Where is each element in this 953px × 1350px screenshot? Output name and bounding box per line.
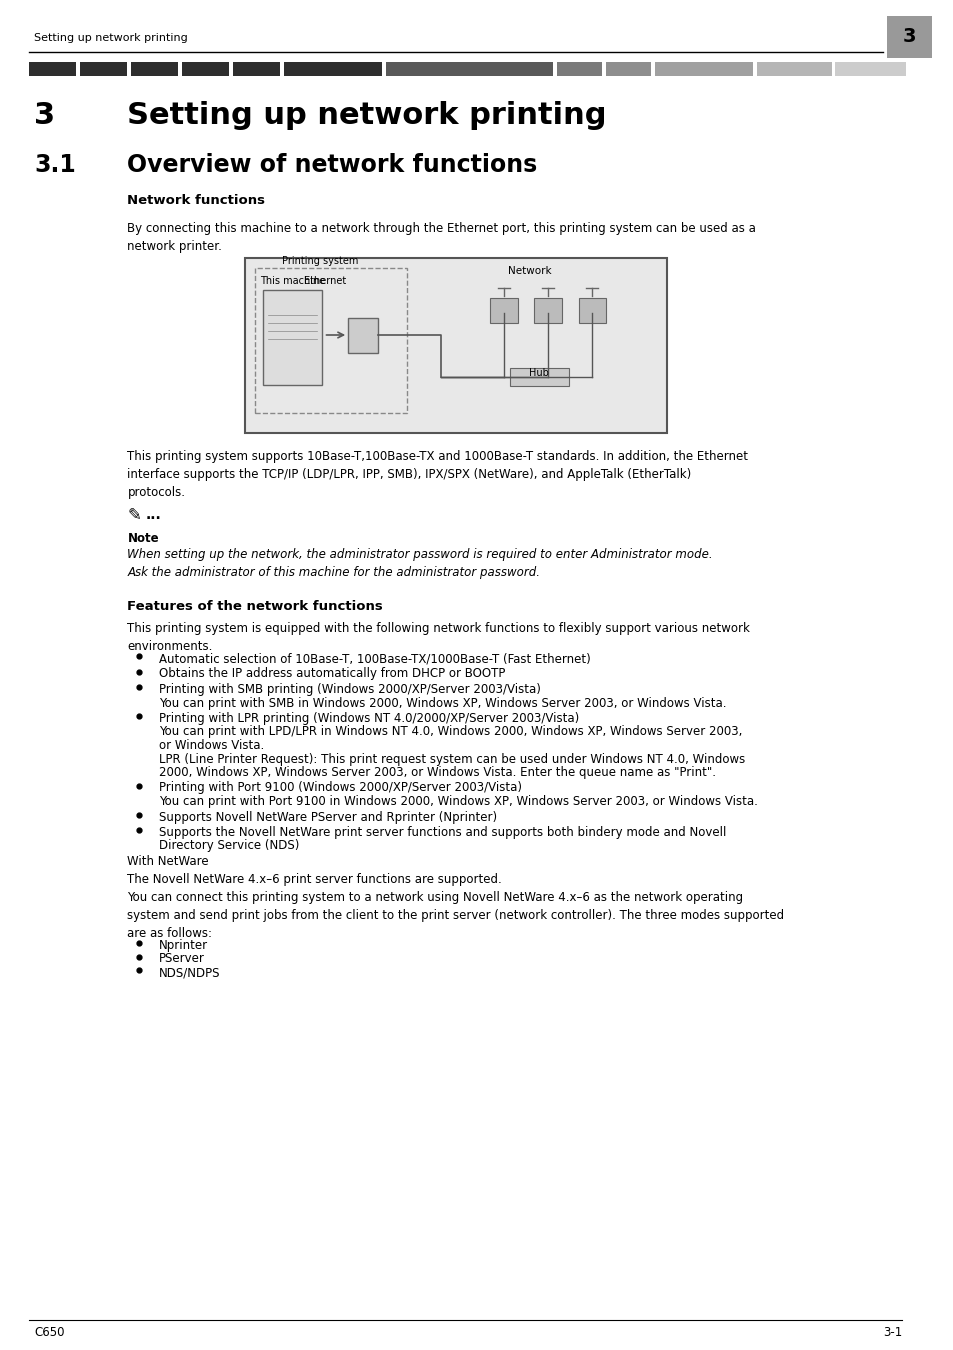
Bar (534, 298, 561, 323)
Text: You can print with LPD/LPR in Windows NT 4.0, Windows 2000, Windows XP, Windows : You can print with LPD/LPR in Windows NT… (159, 725, 741, 738)
Text: You can connect this printing system to a network using Novell NetWare 4.x–6 as : You can connect this printing system to … (128, 891, 783, 940)
Text: Setting up network printing: Setting up network printing (34, 32, 188, 43)
Text: ✎: ✎ (128, 506, 141, 524)
Bar (233, 62, 280, 76)
Text: Supports the Novell NetWare print server functions and supports both bindery mod: Supports the Novell NetWare print server… (159, 826, 725, 838)
Bar (509, 369, 568, 386)
Text: Automatic selection of 10Base-T, 100Base-TX/1000Base-T (Fast Ethernet): Automatic selection of 10Base-T, 100Base… (159, 652, 590, 666)
Text: Obtains the IP address automatically from DHCP or BOOTP: Obtains the IP address automatically fro… (159, 667, 505, 680)
Text: C650: C650 (34, 1326, 65, 1338)
Text: Setting up network printing: Setting up network printing (128, 100, 606, 130)
Text: Hub: Hub (529, 369, 549, 378)
Bar (655, 62, 752, 76)
Text: Directory Service (NDS): Directory Service (NDS) (159, 840, 299, 852)
Text: NDS/NDPS: NDS/NDPS (159, 967, 220, 979)
Text: or Windows Vista.: or Windows Vista. (159, 738, 264, 752)
Text: You can print with Port 9100 in Windows 2000, Windows XP, Windows Server 2003, o: You can print with Port 9100 in Windows … (159, 795, 757, 809)
Bar (30, 62, 76, 76)
Text: With NetWare: With NetWare (128, 855, 209, 868)
Bar (132, 62, 178, 76)
Text: Printing with LPR printing (Windows NT 4.0/2000/XP/Server 2003/Vista): Printing with LPR printing (Windows NT 4… (159, 711, 578, 725)
Bar (605, 62, 651, 76)
Bar (284, 62, 382, 76)
Text: Nprinter: Nprinter (159, 940, 208, 952)
Text: Network: Network (507, 266, 551, 275)
Bar (262, 290, 321, 385)
Text: 3.1: 3.1 (34, 153, 76, 177)
Text: Network functions: Network functions (128, 193, 265, 207)
Text: ...: ... (145, 508, 161, 522)
Text: This printing system supports 10Base-T,100Base-TX and 1000Base-T standards. In a: This printing system supports 10Base-T,1… (128, 450, 748, 500)
Text: Supports Novell NetWare PServer and Rprinter (Nprinter): Supports Novell NetWare PServer and Rpri… (159, 810, 497, 824)
Text: 3: 3 (902, 27, 915, 46)
FancyBboxPatch shape (245, 258, 666, 433)
Bar (182, 62, 230, 76)
Text: Ask the administrator of this machine for the administrator password.: Ask the administrator of this machine fo… (128, 566, 540, 579)
Text: 2000, Windows XP, Windows Server 2003, or Windows Vista. Enter the queue name as: 2000, Windows XP, Windows Server 2003, o… (159, 765, 715, 779)
Text: By connecting this machine to a network through the Ethernet port, this printing: By connecting this machine to a network … (128, 221, 756, 252)
Text: This printing system is equipped with the following network functions to flexibl: This printing system is equipped with th… (128, 622, 750, 653)
Bar (348, 319, 377, 352)
Bar (578, 298, 605, 323)
Text: When setting up the network, the administrator password is required to enter Adm: When setting up the network, the adminis… (128, 548, 712, 562)
Text: Printing with Port 9100 (Windows 2000/XP/Server 2003/Vista): Printing with Port 9100 (Windows 2000/XP… (159, 782, 521, 795)
Text: Features of the network functions: Features of the network functions (128, 599, 383, 613)
Text: The Novell NetWare 4.x–6 print server functions are supported.: The Novell NetWare 4.x–6 print server fu… (128, 873, 501, 886)
Bar (386, 62, 553, 76)
Bar (835, 62, 905, 76)
Text: Ethernet: Ethernet (304, 275, 346, 286)
Bar (490, 298, 517, 323)
Text: PServer: PServer (159, 953, 205, 965)
Text: Printing with SMB printing (Windows 2000/XP/Server 2003/Vista): Printing with SMB printing (Windows 2000… (159, 683, 540, 697)
Text: Printing system: Printing system (282, 256, 358, 266)
Text: 3: 3 (34, 100, 55, 130)
Text: LPR (Line Printer Request): This print request system can be used under Windows : LPR (Line Printer Request): This print r… (159, 752, 744, 765)
Bar (757, 62, 831, 76)
Text: Note: Note (128, 532, 159, 545)
Text: This machine: This machine (259, 275, 325, 286)
Bar (886, 16, 930, 58)
Text: Overview of network functions: Overview of network functions (128, 153, 537, 177)
Bar (557, 62, 601, 76)
Text: 3-1: 3-1 (882, 1326, 902, 1338)
Text: You can print with SMB in Windows 2000, Windows XP, Windows Server 2003, or Wind: You can print with SMB in Windows 2000, … (159, 697, 725, 710)
Bar (80, 62, 128, 76)
